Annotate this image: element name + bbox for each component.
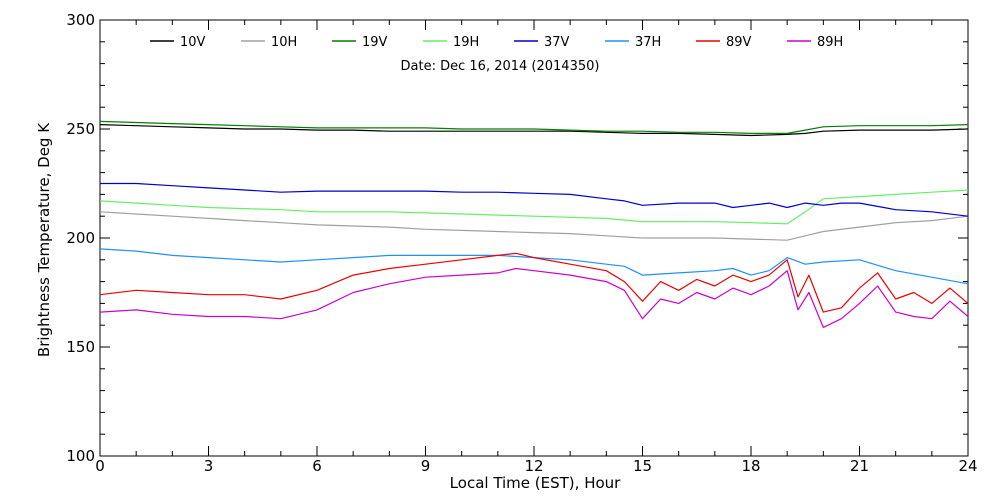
x-tick-label: 0: [95, 457, 105, 475]
x-axis-title: Local Time (EST), Hour: [450, 474, 621, 492]
series-line-37v: [100, 182, 969, 217]
legend-label-10v: 10V: [180, 35, 206, 50]
series-line-19h: [99, 189, 969, 225]
legend-label-10h: 10H: [271, 35, 297, 50]
series-line-89h: [99, 267, 969, 328]
x-tick-label: 3: [204, 457, 214, 475]
y-axis-title: Brightness Temperature, Deg K: [35, 122, 53, 357]
x-tick-label: 15: [633, 457, 652, 475]
legend-label-19h: 19H: [453, 35, 479, 50]
legend-label-37h: 37H: [635, 35, 661, 50]
series-lines: [99, 120, 969, 328]
y-tick-label: 150: [66, 338, 95, 356]
x-tick-label: 12: [524, 457, 543, 475]
x-tick-label: 6: [312, 457, 322, 475]
legend-label-37v: 37V: [544, 35, 570, 50]
series-line-10h: [99, 211, 969, 241]
series-line-89v: [99, 252, 969, 313]
x-tick-label: 9: [421, 457, 431, 475]
legend: 10V 10H 19V 19H 37V 37H 89V 89H: [150, 35, 843, 50]
x-tick-label: 18: [741, 457, 760, 475]
legend-label-19v: 19V: [362, 35, 388, 50]
x-tick-label: 21: [850, 457, 869, 475]
y-tick-label: 200: [66, 229, 95, 247]
series-line-19v: [99, 120, 969, 134]
x-tick-label: 24: [958, 457, 977, 475]
chart-subtitle: Date: Dec 16, 2014 (2014350): [401, 59, 600, 74]
y-tick-label: 100: [66, 447, 95, 465]
legend-label-89v: 89V: [726, 35, 752, 50]
y-tick-label: 300: [66, 11, 95, 29]
axis-ticks: [99, 19, 969, 457]
axis-tick-labels: 0 3 6 9 12 15 18 21 24 100 150 200 250 300: [66, 11, 977, 475]
y-tick-label: 250: [66, 120, 95, 138]
series-line-37h: [99, 248, 969, 285]
legend-label-89h: 89H: [817, 35, 843, 50]
plot-frame: [99, 19, 969, 457]
series-line-10v: [99, 124, 969, 137]
